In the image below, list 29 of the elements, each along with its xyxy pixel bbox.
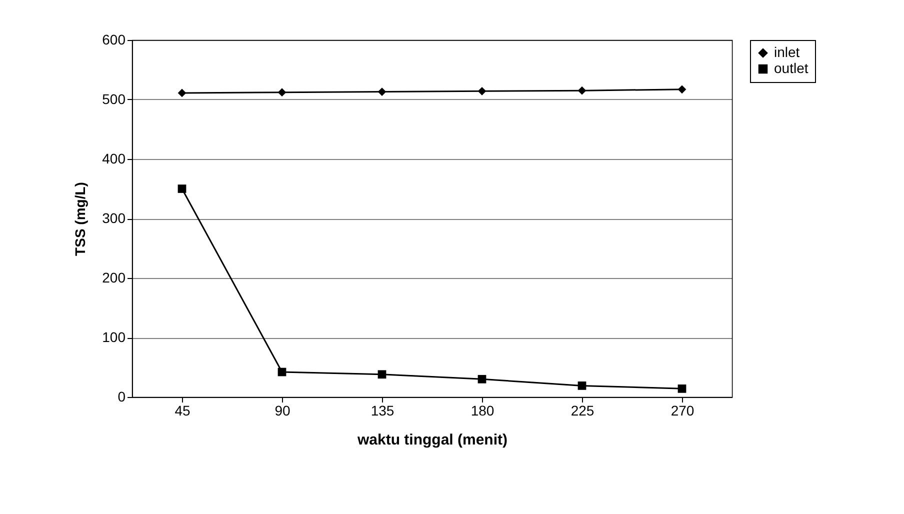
legend-label: inlet [774, 44, 800, 60]
point [578, 382, 586, 390]
point [278, 88, 286, 97]
point [578, 86, 586, 95]
legend-label: outlet [774, 60, 808, 76]
point [478, 374, 486, 384]
y-tick-label: 0 [118, 388, 126, 404]
y-tick-label: 200 [102, 270, 126, 286]
x-tick-label: 45 [174, 402, 190, 418]
y-tick-label: 100 [102, 329, 126, 345]
y-tick-label: 400 [102, 150, 126, 166]
y-tick-label: 300 [102, 210, 126, 226]
x-tick-label: 180 [470, 402, 494, 418]
point [678, 85, 686, 94]
point [278, 368, 286, 376]
x-tick-label: 225 [570, 402, 594, 418]
point [678, 384, 686, 393]
point [178, 88, 186, 98]
y-tick-label: 600 [102, 32, 126, 48]
point [478, 86, 486, 96]
point [378, 370, 386, 379]
point [378, 88, 386, 96]
x-tick-label: 135 [370, 402, 394, 418]
point [178, 184, 186, 193]
y-axis-title: TSS (mg/L) [72, 182, 88, 256]
x-axis-title: waktu tinggal (menit) [356, 432, 508, 448]
x-tick-label: 270 [670, 402, 694, 418]
x-tick-label: 90 [274, 402, 290, 418]
y-tick-label: 500 [102, 91, 126, 107]
